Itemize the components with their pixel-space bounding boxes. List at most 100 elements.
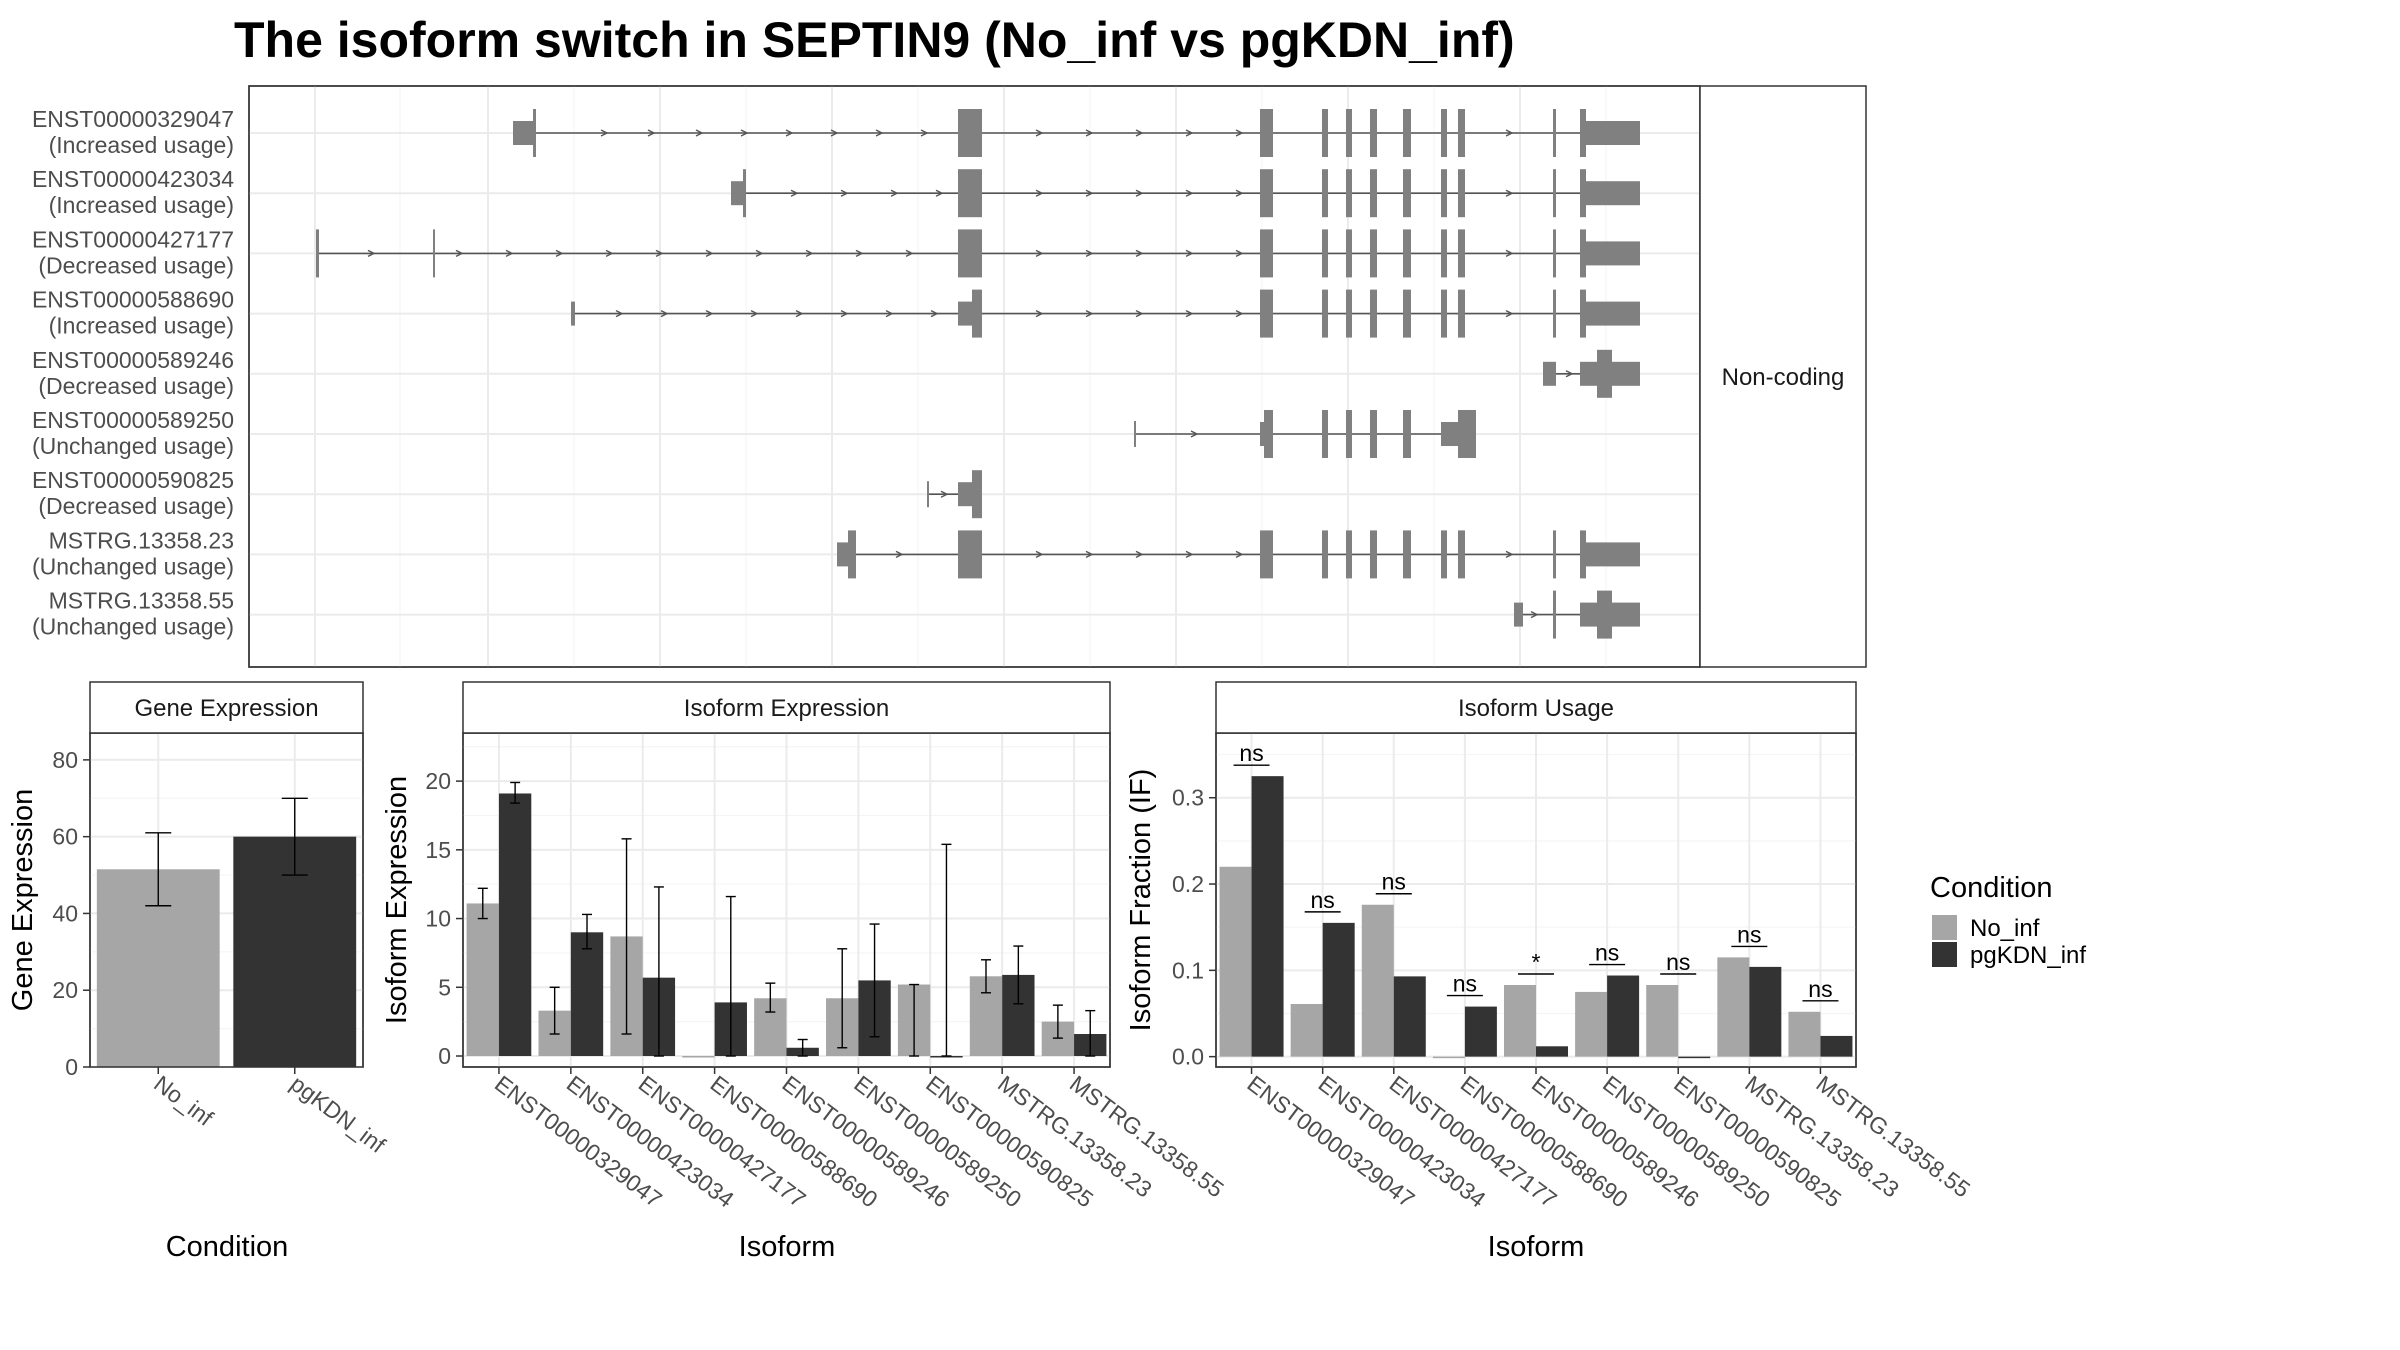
strand-arrow: [785, 129, 794, 137]
legend-label: No_inf: [1970, 915, 2040, 942]
strand-arrow: [705, 249, 714, 258]
y-tick-label: 0.0: [1172, 1044, 1204, 1070]
bar: [1219, 866, 1252, 1057]
strand-arrow: [615, 309, 624, 318]
y-tick-label: 60: [52, 824, 78, 850]
strand-arrow: [1135, 309, 1144, 318]
exon: [1403, 530, 1411, 579]
exon: [1346, 530, 1352, 579]
panel-title: Isoform Expression: [684, 695, 889, 722]
strand-arrow: [1035, 189, 1044, 197]
bar: [498, 793, 532, 1057]
strand-arrow: [1085, 129, 1094, 137]
strand-arrow: [1530, 610, 1539, 619]
exon: [1553, 109, 1556, 157]
strand-arrow: [830, 129, 839, 137]
exon: [1612, 602, 1640, 627]
strand-arrow: [755, 249, 764, 258]
significance-label: ns: [1453, 971, 1477, 997]
exon: [1458, 530, 1465, 579]
significance-label: ns: [1595, 940, 1619, 966]
strand-arrow: [1185, 550, 1194, 559]
strand-arrow: [790, 189, 799, 197]
strand-arrow: [840, 309, 849, 318]
y-tick-label: 0.3: [1172, 785, 1204, 811]
significance-label: *: [1532, 949, 1541, 975]
strand-arrow: [905, 249, 914, 258]
y-tick-label: 20: [52, 977, 78, 1003]
exon: [1458, 169, 1465, 218]
exon: [1403, 289, 1411, 338]
bar: [1678, 1056, 1711, 1059]
exon: [1553, 289, 1556, 338]
transcript-usage-label: (Decreased usage): [38, 493, 234, 519]
exon: [1260, 422, 1264, 446]
exon: [1322, 229, 1328, 278]
exon: [958, 229, 982, 278]
strand-arrow: [1235, 129, 1244, 137]
exon: [958, 109, 982, 157]
strand-arrow: [1135, 550, 1144, 559]
bar: [1464, 1006, 1497, 1057]
exon: [1346, 289, 1352, 338]
strand-arrow: [1235, 189, 1244, 197]
strand-arrow: [1035, 249, 1044, 258]
transcript-usage-label: (Decreased usage): [38, 252, 234, 278]
strand-arrow: [647, 129, 656, 137]
y-tick-label: 0.1: [1172, 957, 1204, 983]
legend-swatch: [1932, 915, 1957, 940]
exon: [1264, 410, 1273, 458]
strand-arrow: [1035, 550, 1044, 559]
exon: [743, 169, 746, 218]
strand-arrow: [695, 129, 704, 137]
y-tick-label: 15: [425, 837, 451, 863]
exon: [731, 181, 743, 206]
bar: [1251, 776, 1284, 1057]
strand-arrow: [1505, 129, 1514, 137]
exon: [972, 470, 982, 519]
exon: [1403, 410, 1411, 458]
strand-arrow: [1565, 370, 1574, 378]
strand-arrow: [705, 309, 714, 318]
exon: [513, 121, 533, 145]
x-axis-title: Isoform: [739, 1231, 836, 1263]
bar: [1646, 985, 1679, 1057]
exon: [1612, 361, 1640, 386]
exon: [958, 482, 972, 507]
exon: [1370, 169, 1377, 218]
exon: [1370, 530, 1377, 579]
strand-arrow: [1185, 189, 1194, 197]
strand-arrow: [1135, 189, 1144, 197]
exon: [316, 229, 319, 278]
transcript-id-label: ENST00000423034: [32, 166, 234, 192]
exon: [958, 530, 982, 579]
x-axis-title: Condition: [166, 1231, 289, 1263]
strand-arrow: [1085, 550, 1094, 559]
transcript-id-label: ENST00000590825: [32, 467, 234, 493]
exon: [1580, 289, 1586, 338]
exon: [1441, 109, 1447, 157]
exon: [1346, 229, 1352, 278]
significance-label: ns: [1239, 740, 1263, 766]
bar: [1536, 1046, 1568, 1057]
strand-arrow: [660, 309, 669, 318]
exon: [1553, 590, 1556, 639]
strand-arrow: [795, 309, 804, 318]
strand-arrow: [855, 249, 864, 258]
exon: [1586, 121, 1640, 145]
strand-arrow: [940, 490, 949, 498]
exon: [1346, 109, 1352, 157]
strand-arrow: [1085, 249, 1094, 258]
exon: [1580, 229, 1586, 278]
exon: [927, 481, 929, 508]
bar: [682, 1056, 715, 1058]
strand-arrow: [875, 129, 884, 137]
strand-arrow: [895, 550, 904, 559]
exon: [848, 530, 856, 579]
strand-arrow: [840, 189, 849, 197]
y-tick-label: 40: [52, 900, 78, 926]
exon: [1322, 410, 1328, 458]
exon: [1580, 602, 1597, 627]
bar: [1393, 976, 1426, 1057]
